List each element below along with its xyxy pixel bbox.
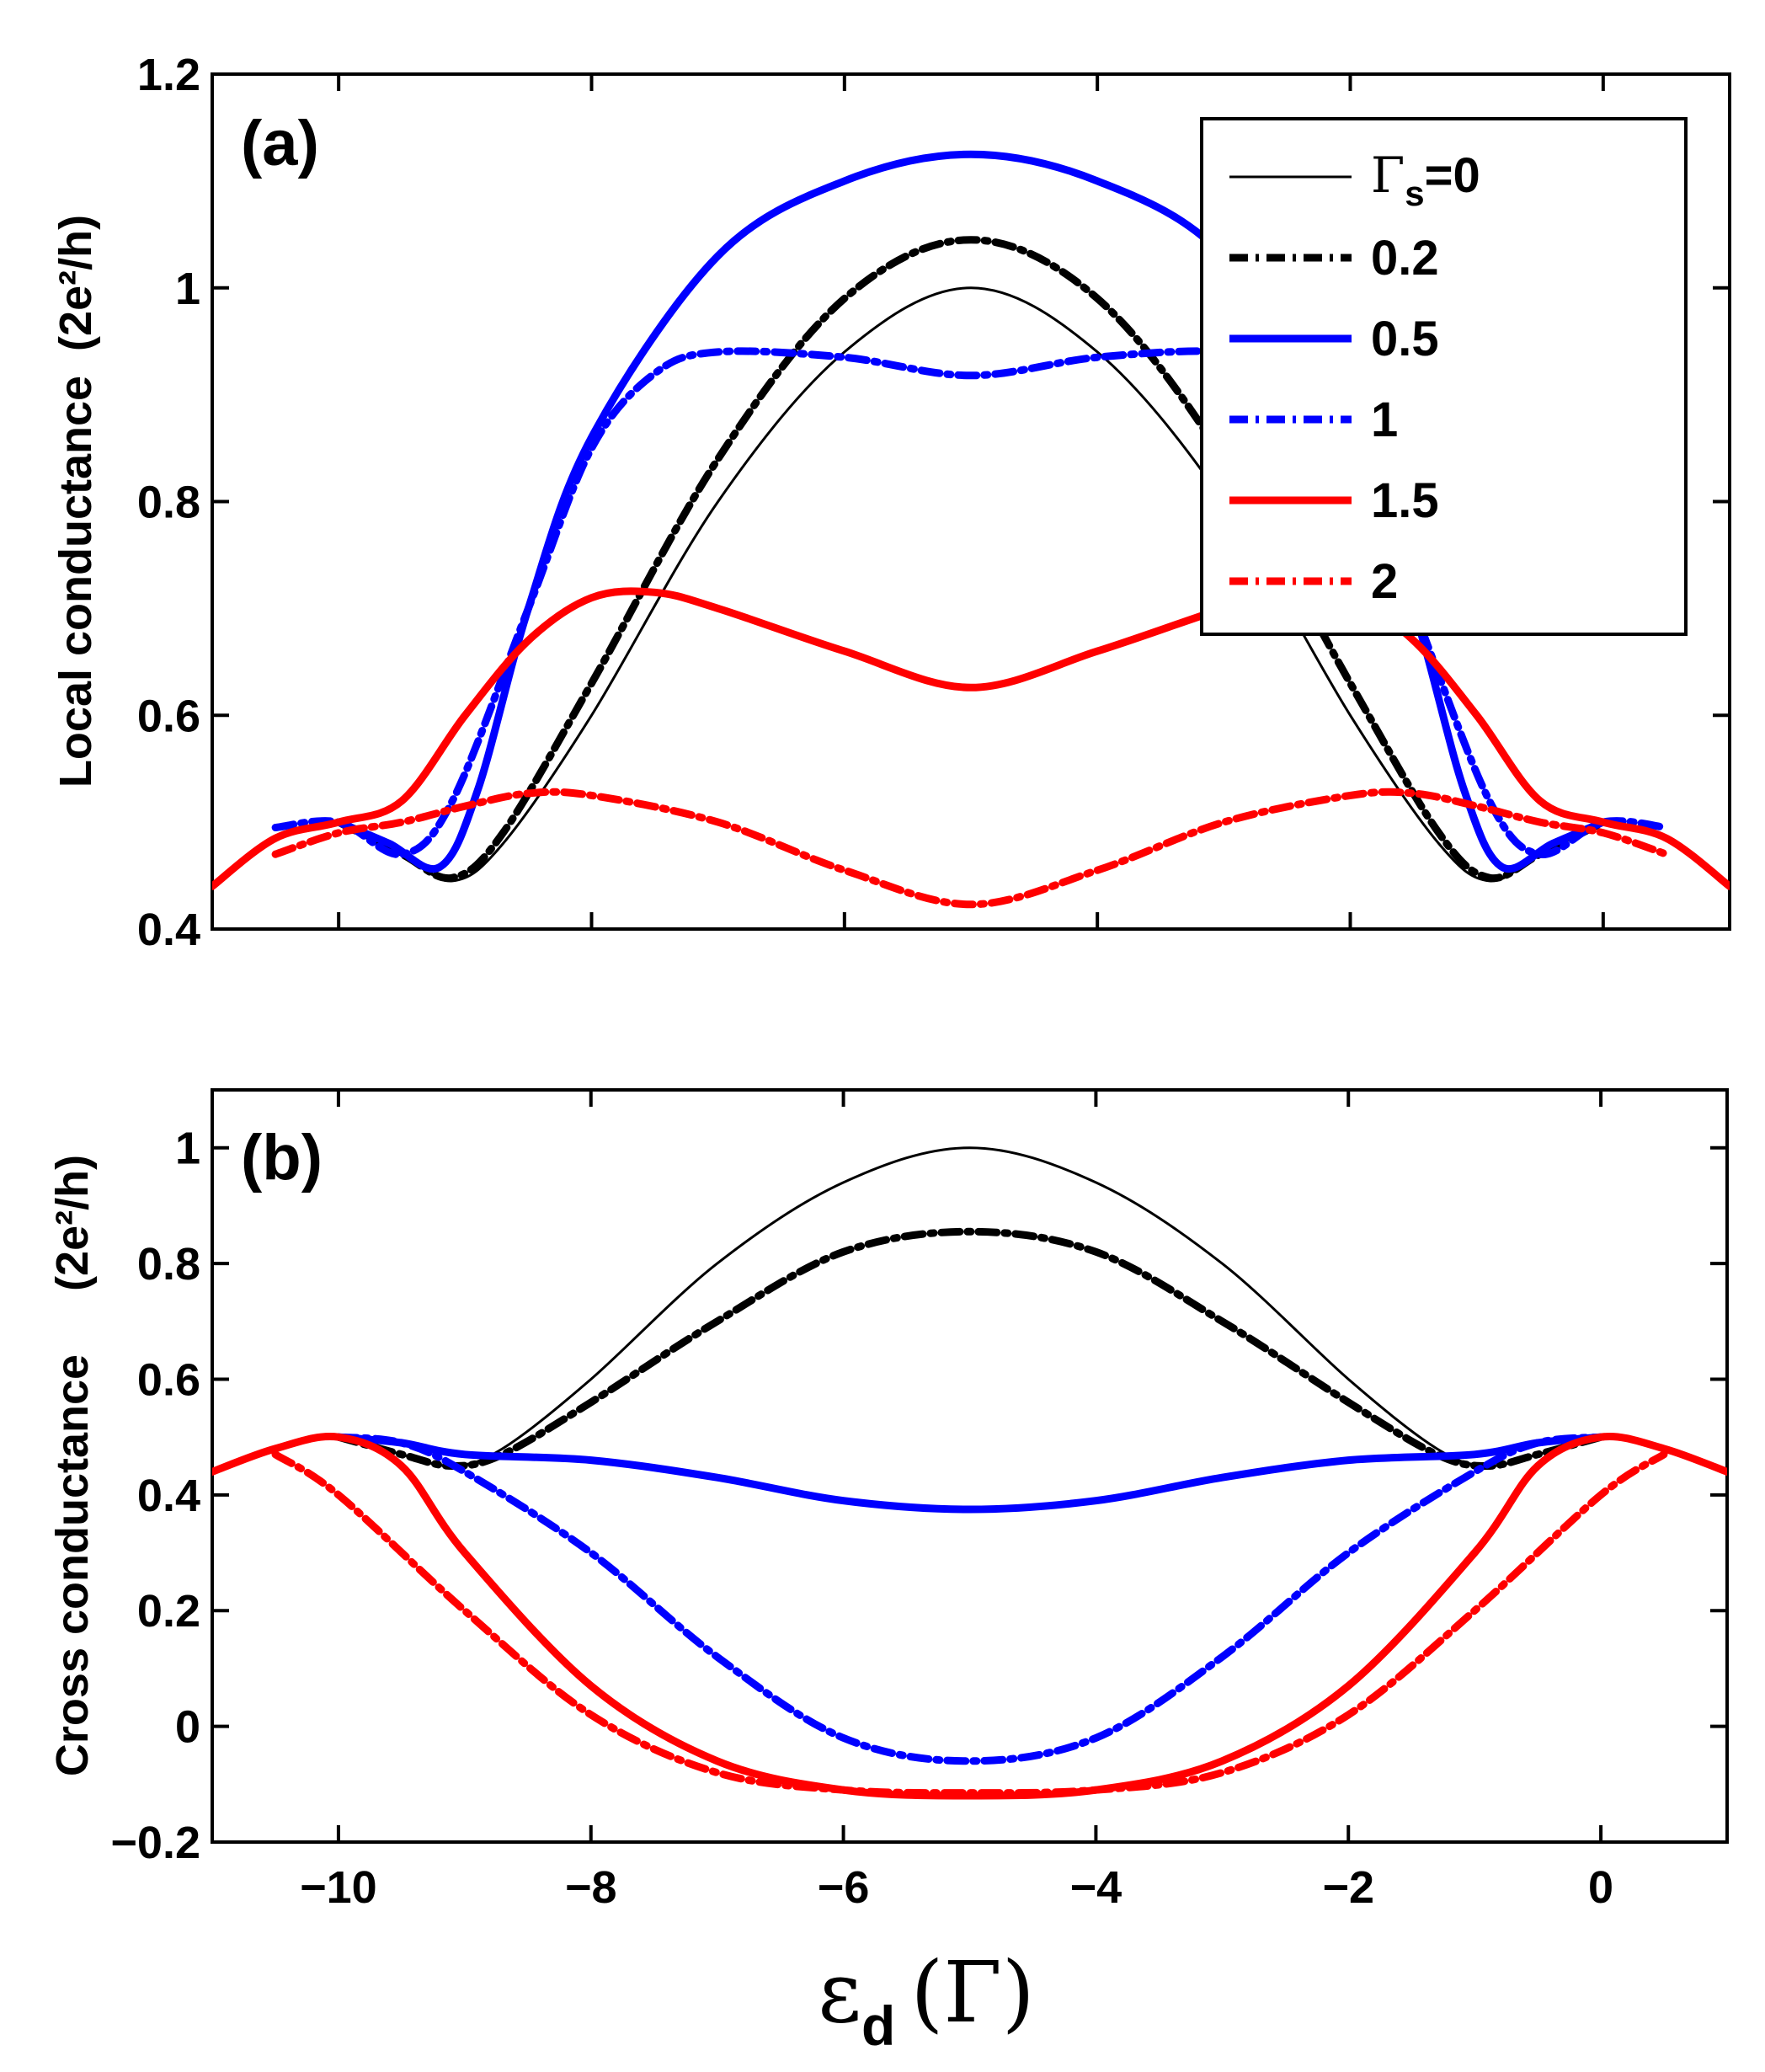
legend-label-4: 1.5	[1371, 473, 1439, 528]
y-tick-label: 1	[175, 264, 200, 314]
legend-box	[1200, 117, 1688, 636]
legend-label-3: 1	[1371, 393, 1398, 447]
y-tick-label: 0.8	[137, 1239, 200, 1290]
series-line-a-2	[334, 150, 1608, 873]
legend-title: Γs=0	[1371, 147, 1480, 213]
svg-text:Cross conductance (2e²: Cross conductance (2e²/h)	[47, 1155, 98, 1776]
y-tick-label: 1.2	[137, 50, 200, 100]
x-axis-label-sub: d	[861, 1995, 895, 2057]
legend-label-1: 0.2	[1371, 231, 1439, 286]
panel-b-frame	[211, 1088, 1729, 1844]
panel-b-ylabel-text: Cross conductance	[47, 1354, 98, 1776]
y-tick-label: 0.6	[137, 691, 200, 741]
panel-b-ylabel-unit: (2e²/h)	[47, 1155, 98, 1291]
y-tick-label: 1	[175, 1124, 200, 1174]
y-tick-label: −0.2	[110, 1818, 200, 1868]
x-tick-label: −2	[1322, 1862, 1374, 1913]
y-tick-label: 0.4	[137, 905, 200, 955]
panel-a-ylabel-unit: (2e²/h)	[51, 215, 101, 351]
panel-a-series	[212, 150, 1730, 909]
series-line-b-5	[271, 1450, 1668, 1797]
y-tick-label: 0	[175, 1702, 200, 1753]
x-tick-label: 0	[1588, 1862, 1613, 1913]
legend-label-5: 2	[1371, 554, 1398, 609]
panel-b-ticks: −0.2 0 0.2 0.4 0.6 0.8 1 −10 −8 −6 −4 −2 0	[110, 1090, 1727, 1913]
panel-a-ticks: 0.4 0.6 0.8 1 1.2	[137, 50, 1730, 955]
x-tick-label: −8	[565, 1862, 617, 1913]
y-tick-label: 0.2	[137, 1586, 200, 1637]
legend-title-sub: s	[1405, 174, 1424, 213]
y-tick-label: 0.4	[137, 1471, 200, 1521]
panel-a-label: (a)	[241, 108, 319, 179]
svg-text:Local conductance (2e²: Local conductance (2e²/h)	[51, 215, 101, 788]
legend-title-symbol: Γ	[1371, 147, 1405, 204]
series-line-b-0	[337, 1146, 1602, 1468]
series-line-a-3	[271, 347, 1671, 858]
x-tick-label: −10	[300, 1862, 377, 1913]
x-axis-label-unit: (Γ)	[910, 1943, 1034, 2042]
series-line-a-1	[334, 236, 1608, 883]
x-tick-label: −4	[1070, 1862, 1122, 1913]
series-line-b-3	[334, 1433, 1605, 1765]
y-tick-label: 0.8	[137, 478, 200, 528]
legend-label-2: 0.5	[1371, 312, 1439, 366]
panel-b-label: (b)	[241, 1122, 323, 1194]
series-line-a-5	[271, 788, 1671, 909]
x-axis-label: εd (Γ)	[818, 1943, 1035, 2057]
panel-a: 0.4 0.6 0.8 1 1.2 (a) Local conductance (2e²…	[51, 50, 1731, 955]
panel-b-ylabel: Cross conductance (2e²/h)	[47, 1155, 98, 1776]
legend: 0.2 0.5 1 1.5 2 Γs=0	[1200, 117, 1688, 636]
series-line-b-4	[212, 1433, 1727, 1800]
x-tick-label: −6	[818, 1862, 870, 1913]
legend-title-eq: =0	[1425, 148, 1480, 203]
series-line-b-2	[334, 1433, 1605, 1514]
panel-a-ylabel-text: Local conductance	[51, 376, 101, 788]
series-line-a-4	[212, 587, 1730, 890]
panel-a-ylabel: Local conductance (2e²/h)	[51, 215, 101, 788]
panel-b: −0.2 0 0.2 0.4 0.6 0.8 1 −10 −8 −6 −4 −2 0 (b) Cross…	[47, 1088, 1729, 2057]
panel-b-series	[212, 1146, 1727, 1800]
y-tick-label: 0.6	[137, 1354, 200, 1405]
series-line-a-0	[337, 286, 1605, 883]
legend-items: 0.2 0.5 1 1.5 2	[1229, 175, 1439, 609]
x-axis-label-symbol: ε	[818, 1943, 861, 2042]
